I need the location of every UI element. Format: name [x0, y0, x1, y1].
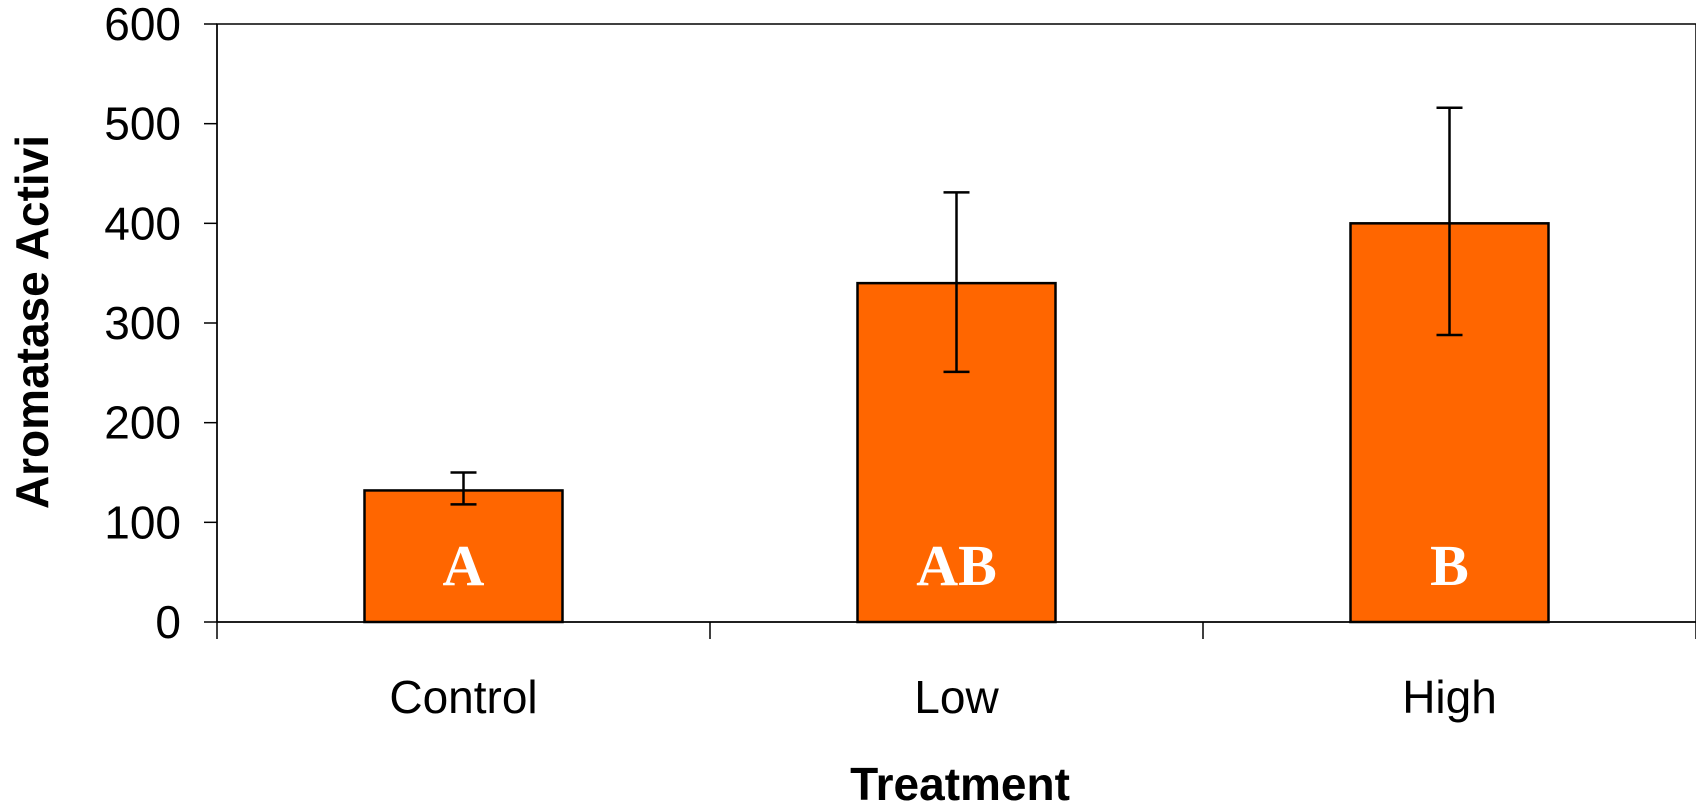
- bar-significance-letter: A: [443, 533, 485, 598]
- bar-letters-group: A AB B: [443, 533, 1469, 598]
- y-axis-title: Aromatase Activi: [6, 135, 58, 509]
- y-tick-label: 500: [104, 98, 181, 150]
- x-axis-title: Treatment: [850, 758, 1070, 804]
- x-tick-label: Control: [389, 671, 537, 723]
- x-tick-label: Low: [914, 671, 999, 723]
- y-tick-label: 400: [104, 197, 181, 249]
- y-tick-label: 200: [104, 397, 181, 449]
- y-axis: 0 100 200 300 400 500 600: [104, 0, 218, 648]
- y-tick-label: 0: [155, 596, 181, 648]
- bar-significance-letter: AB: [916, 533, 997, 598]
- y-tick-label: 300: [104, 297, 181, 349]
- y-tick-label: 600: [104, 0, 181, 50]
- x-tick-label: High: [1402, 671, 1497, 723]
- bar-significance-letter: B: [1430, 533, 1469, 598]
- x-axis: Control Low High: [216, 621, 1696, 723]
- y-tick-label: 100: [104, 496, 181, 548]
- error-bars-group: [450, 106, 1463, 506]
